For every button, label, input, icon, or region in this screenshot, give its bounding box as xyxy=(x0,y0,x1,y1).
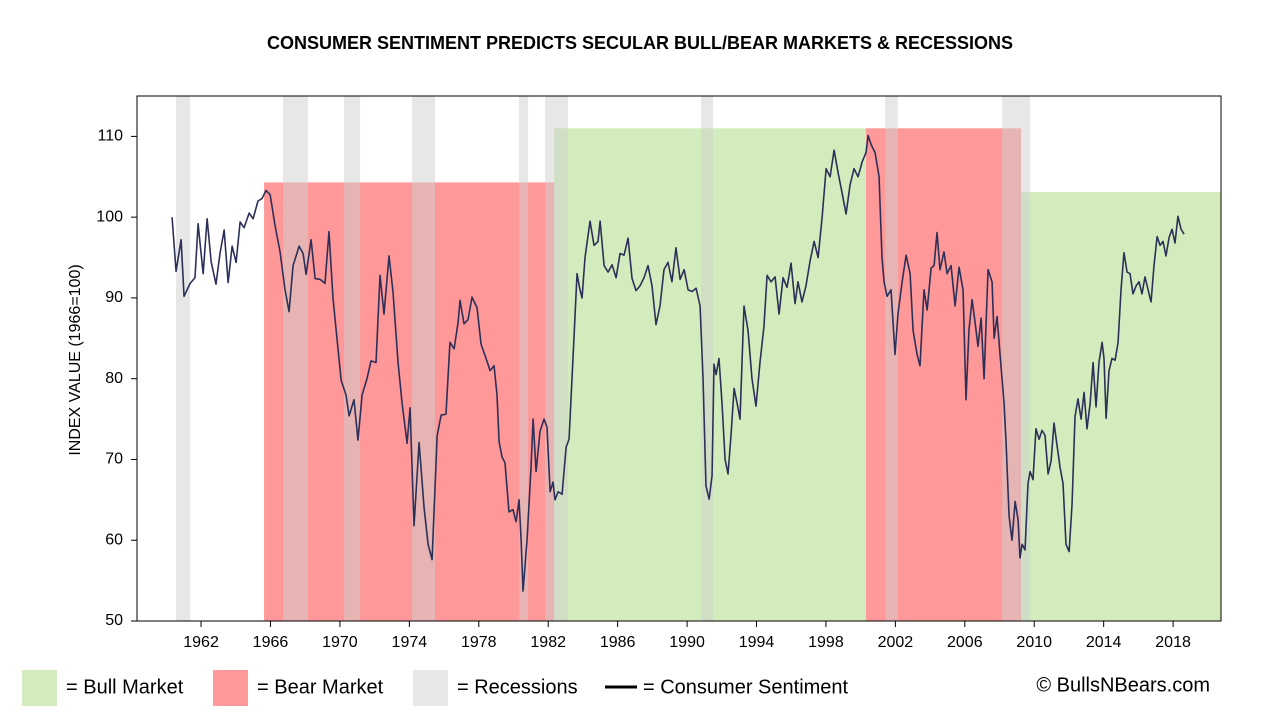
y-tick-label: 80 xyxy=(105,370,123,387)
legend-swatch xyxy=(213,670,248,706)
y-tick-label: 70 xyxy=(105,451,123,468)
x-tick-label: 1970 xyxy=(322,634,358,651)
y-tick-label: 100 xyxy=(96,208,123,225)
x-tick-label: 1966 xyxy=(253,634,289,651)
recession-band xyxy=(344,96,361,621)
x-tick-label: 1978 xyxy=(461,634,497,651)
credit: © BullsNBears.com xyxy=(1036,674,1210,696)
x-tick-label: 1990 xyxy=(669,634,705,651)
y-tick-label: 50 xyxy=(105,612,123,629)
y-tick-label: 90 xyxy=(105,289,123,306)
legend-label: = Consumer Sentiment xyxy=(643,676,849,698)
x-tick-label: 1974 xyxy=(392,634,428,651)
legend-swatch xyxy=(22,670,57,706)
x-tick-label: 1994 xyxy=(739,634,775,651)
y-axis-label: INDEX VALUE (1966=100) xyxy=(67,264,84,455)
recession-band xyxy=(176,96,191,621)
recession-band xyxy=(701,96,714,621)
y-tick-label: 60 xyxy=(105,531,123,548)
legend-swatch xyxy=(413,670,448,706)
x-tick-label: 2010 xyxy=(1016,634,1052,651)
market-region xyxy=(1021,192,1221,621)
legend-label: = Bear Market xyxy=(257,676,384,698)
recession-band xyxy=(545,96,568,621)
recession-band xyxy=(519,96,529,621)
legend-label: = Bull Market xyxy=(66,676,184,698)
x-tick-label: 2018 xyxy=(1155,634,1191,651)
sentiment-line xyxy=(171,134,1185,592)
x-tick-label: 2006 xyxy=(947,634,983,651)
x-tick-label: 1962 xyxy=(183,634,219,651)
recession-band xyxy=(885,96,898,621)
recession-band xyxy=(412,96,436,621)
y-tick-label: 110 xyxy=(97,128,123,145)
x-tick-label: 2002 xyxy=(878,634,914,651)
recession-band xyxy=(282,96,308,621)
x-tick-label: 1986 xyxy=(600,634,636,651)
x-tick-label: 1998 xyxy=(808,634,844,651)
x-tick-label: 1982 xyxy=(530,634,566,651)
legend-label: = Recessions xyxy=(457,676,578,698)
x-tick-label: 2014 xyxy=(1086,634,1122,651)
plot-border xyxy=(136,95,1222,622)
chart-title: CONSUMER SENTIMENT PREDICTS SECULAR BULL… xyxy=(267,33,1013,53)
